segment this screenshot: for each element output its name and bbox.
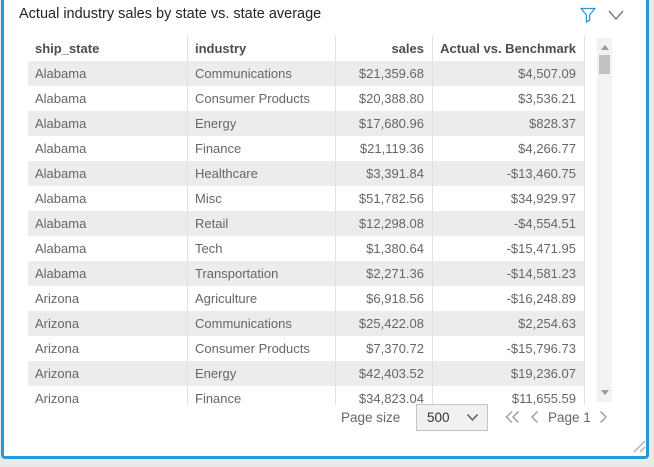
table-cell: $2,271.36 [336, 261, 433, 286]
table-cell: $19,236.07 [433, 361, 585, 386]
table-cell: Alabama [28, 261, 188, 286]
table-cell: $4,266.77 [433, 136, 585, 161]
table-cell: Tech [188, 236, 336, 261]
column-header-benchmark[interactable]: Actual vs. Benchmark [433, 36, 585, 61]
current-page-label: Page 1 [548, 409, 591, 425]
table-row: Alabama Retail $12,298.08 -$4,554.51 [28, 211, 585, 236]
page-size-dropdown[interactable]: 500 [416, 404, 488, 431]
table-cell: $21,359.68 [336, 61, 433, 86]
table-widget-card: Actual industry sales by state vs. state… [1, 0, 649, 459]
table-row: Alabama Tech $1,380.64 -$15,471.95 [28, 236, 585, 261]
table-cell: $25,422.08 [336, 311, 433, 336]
table-cell: Arizona [28, 361, 188, 386]
table-cell: -$4,554.51 [433, 211, 585, 236]
page-size-label: Page size [341, 410, 401, 425]
column-header-sales[interactable]: sales [336, 36, 433, 61]
next-page-icon[interactable] [598, 409, 609, 425]
table-cell: Arizona [28, 286, 188, 311]
column-header-ship_state[interactable]: ship_state [28, 36, 188, 61]
table-cell: Energy [188, 111, 336, 136]
table-cell: Transportation [188, 261, 336, 286]
table-cell: $34,929.97 [433, 186, 585, 211]
table-body: Alabama Communications $21,359.68 $4,507.09… [28, 61, 585, 405]
table-cell: Alabama [28, 211, 188, 236]
widget-title: Actual industry sales by state vs. state… [19, 6, 322, 22]
table-cell: Arizona [28, 386, 188, 405]
table-cell: $4,507.09 [433, 61, 585, 86]
table-cell: -$15,471.95 [433, 236, 585, 261]
table-row: Alabama Communications $21,359.68 $4,507.09 [28, 61, 585, 86]
widget-content: Actual industry sales by state vs. state… [4, 0, 646, 456]
table-cell: Finance [188, 136, 336, 161]
table-row: Alabama Healthcare $3,391.84 -$13,460.75 [28, 161, 585, 186]
table-cell: $34,823.04 [336, 386, 433, 405]
table-row: Alabama Energy $17,680.96 $828.37 [28, 111, 585, 136]
scroll-down-icon[interactable] [600, 390, 609, 395]
table-cell: $7,370.72 [336, 336, 433, 361]
table-cell: Arizona [28, 311, 188, 336]
table-cell: Healthcare [188, 161, 336, 186]
table-row: Arizona Energy $42,403.52 $19,236.07 [28, 361, 585, 386]
table-cell: Consumer Products [188, 86, 336, 111]
previous-page-icon[interactable] [529, 409, 540, 425]
table-cell: Finance [188, 386, 336, 405]
dropdown-chevron-icon [466, 414, 479, 422]
table-row: Arizona Communications $25,422.08 $2,254.63 [28, 311, 585, 336]
table-cell: Alabama [28, 186, 188, 211]
table-cell: $21,119.36 [336, 136, 433, 161]
table-cell: Agriculture [188, 286, 336, 311]
resize-grip-icon[interactable] [630, 437, 646, 453]
table-row: Alabama Transportation $2,271.36 -$14,581.2… [28, 261, 585, 286]
scrollbar-thumb[interactable] [599, 55, 610, 74]
table-cell: Arizona [28, 336, 188, 361]
table-cell: Consumer Products [188, 336, 336, 361]
table-row: Arizona Finance $34,823.04 $11,655.59 [28, 386, 585, 405]
table-row: Alabama Finance $21,119.36 $4,266.77 [28, 136, 585, 161]
table-row: Arizona Agriculture $6,918.56 -$16,248.89 [28, 286, 585, 311]
column-header-industry[interactable]: industry [188, 36, 336, 61]
table-cell: $2,254.63 [433, 311, 585, 336]
table-cell: -$15,796.73 [433, 336, 585, 361]
data-table: ship_state industry sales Actual vs. Benchm… [28, 36, 585, 405]
table-row: Arizona Consumer Products $7,370.72 -$15,79… [28, 336, 585, 361]
table-cell: $51,782.56 [336, 186, 433, 211]
first-page-icon[interactable] [504, 409, 521, 425]
table-cell: Retail [188, 211, 336, 236]
table-cell: -$16,248.89 [433, 286, 585, 311]
pagination-controls: Page 1 [504, 406, 609, 428]
table-cell: Alabama [28, 111, 188, 136]
filter-icon[interactable] [579, 6, 597, 24]
table-row: Alabama Misc $51,782.56 $34,929.97 [28, 186, 585, 211]
table-cell: Alabama [28, 61, 188, 86]
table-row: Alabama Consumer Products $20,388.80 $3,536… [28, 86, 585, 111]
table-cell: $42,403.52 [336, 361, 433, 386]
chevron-down-icon[interactable] [606, 8, 626, 22]
table-cell: -$13,460.75 [433, 161, 585, 186]
table-cell: Communications [188, 311, 336, 336]
table-cell: $17,680.96 [336, 111, 433, 136]
table-cell: Alabama [28, 136, 188, 161]
table-cell: Alabama [28, 86, 188, 111]
vertical-scrollbar[interactable] [597, 38, 612, 402]
table-cell: $11,655.59 [433, 386, 585, 405]
table-cell: -$14,581.23 [433, 261, 585, 286]
table-cell: Misc [188, 186, 336, 211]
table-header-row: ship_state industry sales Actual vs. Benchm… [28, 36, 585, 61]
table-cell: $20,388.80 [336, 86, 433, 111]
table-cell: $3,536.21 [433, 86, 585, 111]
table-cell: Alabama [28, 236, 188, 261]
page-size-value: 500 [427, 410, 450, 425]
table-cell: Communications [188, 61, 336, 86]
table-cell: $3,391.84 [336, 161, 433, 186]
table-cell: Alabama [28, 161, 188, 186]
table-cell: $6,918.56 [336, 286, 433, 311]
table-cell: $12,298.08 [336, 211, 433, 236]
table-cell: $828.37 [433, 111, 585, 136]
table-cell: $1,380.64 [336, 236, 433, 261]
table-cell: Energy [188, 361, 336, 386]
scroll-up-icon[interactable] [600, 45, 609, 50]
